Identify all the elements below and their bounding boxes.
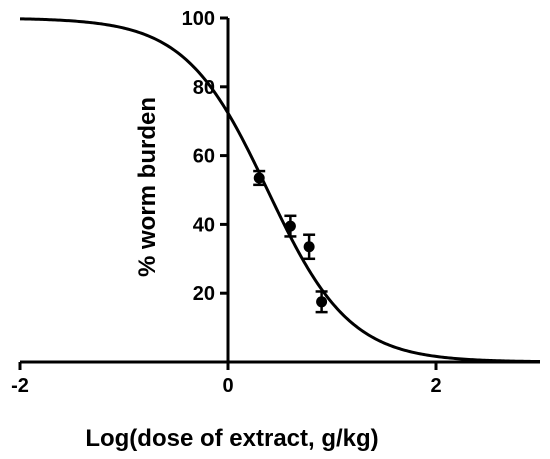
- data-point: [316, 296, 328, 308]
- data-point: [303, 241, 315, 253]
- y-tick-label: 40: [193, 214, 215, 236]
- x-tick-label: -2: [11, 375, 29, 397]
- data-point: [253, 172, 265, 184]
- x-tick-label: 0: [222, 375, 233, 397]
- data-point: [284, 220, 296, 232]
- y-tick-label: 20: [193, 283, 215, 305]
- y-axis-label: % worm burden: [134, 97, 161, 277]
- x-axis-label: Log(dose of extract, g/kg): [85, 425, 378, 452]
- x-tick-label: 2: [430, 375, 441, 397]
- fit-curve: [19, 17, 541, 364]
- y-tick-label: 60: [193, 146, 215, 168]
- plot-area: -2 0 2 20 40 60 80 100: [11, 8, 541, 397]
- y-tick-label: 80: [193, 77, 215, 99]
- y-tick-label: 100: [182, 8, 215, 30]
